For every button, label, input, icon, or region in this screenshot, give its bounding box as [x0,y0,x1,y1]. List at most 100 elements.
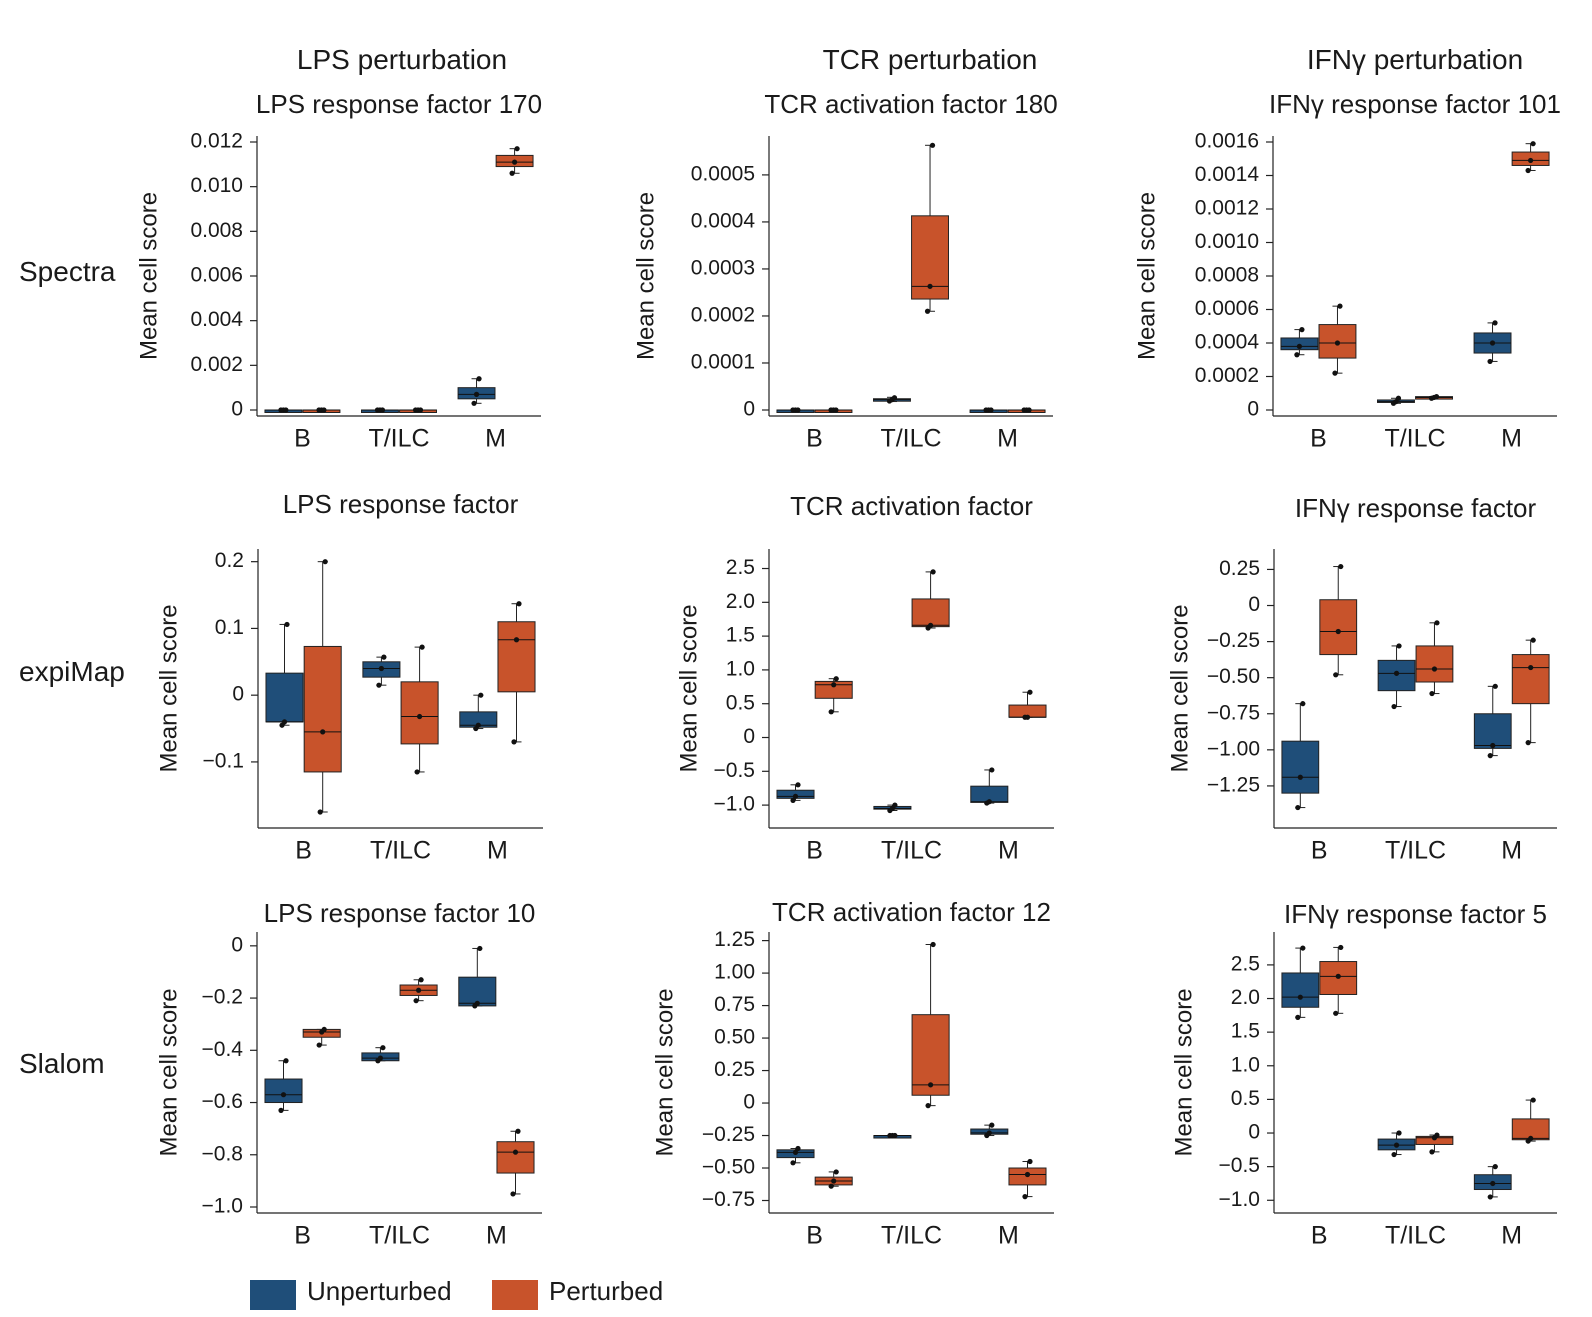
data-point [1300,701,1306,707]
box-unperturbed-m [970,1122,1009,1139]
y-tick-label: −1.0 [1219,1188,1260,1211]
x-tick-label: M [997,425,1018,453]
y-tick-label: 0 [1248,593,1260,616]
data-point [414,769,420,775]
data-point [828,709,834,715]
y-tick-label: −1.0 [202,1195,243,1218]
data-point [379,407,386,413]
box-unperturbed-b [776,407,815,413]
y-tick-label: 0.0016 [1195,130,1259,153]
box-perturbed-m [1511,141,1550,174]
box-unperturbed-m [1473,320,1512,365]
data-point [1300,945,1306,951]
data-point [316,1042,322,1048]
box-rect [265,672,304,723]
data-point [478,692,484,698]
data-point [1294,352,1300,358]
column-title-ifng: IFNγ perturbation [1306,44,1524,75]
box-perturbed-b [302,407,341,413]
box-unperturbed-t-ilc [873,802,912,814]
box-perturbed-t-ilc [1415,1132,1454,1155]
panel-title: IFNγ response factor 101 [1269,89,1561,119]
y-tick-label: 1.5 [1231,1020,1260,1043]
box-perturbed-t-ilc [399,407,437,413]
data-point [1434,1132,1440,1138]
data-point [1332,370,1338,376]
panel-title: IFNγ response factor [1295,493,1537,523]
box-unperturbed-m [458,945,497,1009]
data-point [1429,1149,1435,1155]
y-tick-label: 0.010 [190,174,243,197]
y-tick-label: 0.0005 [691,162,755,185]
y-tick-label: 0.006 [190,264,243,287]
data-point [929,142,936,148]
data-point [1525,740,1531,746]
x-tick-label: T/ILC [880,425,941,453]
data-point [925,1103,931,1109]
x-tick-label: T/ILC [369,1222,430,1250]
box-unperturbed-t-ilc [1377,395,1415,406]
y-tick-label: 0.1 [215,616,244,639]
data-point [1026,407,1032,413]
data-point [1490,742,1496,749]
x-tick-label: T/ILC [1384,425,1445,453]
y-tick-label: 2.5 [1231,952,1260,975]
data-point [790,1160,796,1166]
box-rect [1281,972,1320,1008]
box-rect [497,621,536,693]
box-perturbed-m [496,1128,535,1197]
legend-swatch-unperturbed [250,1280,296,1310]
y-tick-label: 0.002 [190,353,243,376]
box-unperturbed-b [1281,945,1320,1020]
box-rect [1281,740,1320,794]
data-point [792,793,799,799]
box-perturbed-t-ilc [911,569,950,631]
legend-label-unperturbed: Unperturbed [307,1276,452,1306]
data-point [1528,664,1534,671]
y-tick-label: 0.25 [714,1058,755,1081]
data-point [927,283,933,289]
data-point [1297,994,1303,1000]
data-point [284,621,290,628]
box-rect [1415,645,1454,683]
data-point [418,977,424,983]
y-tick-label: −0.50 [1207,665,1260,688]
box-unperturbed-b [264,407,303,413]
data-point [510,1191,516,1197]
data-point [381,654,387,660]
box-perturbed-b [814,1169,853,1189]
column-title-tcr: TCR perturbation [822,44,1038,75]
data-point [831,1178,837,1184]
box-perturbed-t-ilc [399,977,438,1004]
y-axis-label: Mean cell score [135,192,162,360]
x-tick-label: B [806,837,823,865]
data-point [1525,167,1531,174]
box-unperturbed-m [1473,683,1512,759]
data-point [1530,1097,1536,1103]
data-point [515,1128,521,1134]
data-point [833,1169,839,1175]
y-tick-label: 0.5 [1231,1087,1260,1110]
box-rect [911,1014,950,1096]
y-tick-label: 0.50 [714,1026,755,1049]
data-point [930,569,936,575]
data-point [280,1092,287,1098]
row-label-expimap: expiMap [19,656,125,687]
y-tick-label: −0.75 [702,1188,755,1211]
box-perturbed-m [1008,1158,1047,1200]
data-point [1396,643,1402,649]
data-point [1487,1194,1493,1200]
y-axis-label: Mean cell score [651,988,678,1156]
data-point [795,1145,801,1152]
box-unperturbed-b [265,621,304,728]
data-point [317,809,323,815]
data-point [828,1183,834,1189]
data-point [1487,753,1493,759]
box-unperturbed-b [776,782,815,803]
x-tick-label: M [998,1222,1019,1250]
y-tick-label: 2.0 [726,590,755,613]
data-point [513,637,520,643]
data-point [1296,343,1303,349]
data-point [1530,141,1536,147]
